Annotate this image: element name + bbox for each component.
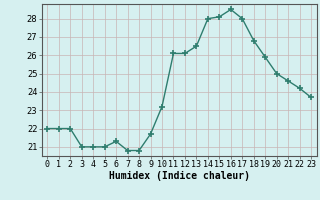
X-axis label: Humidex (Indice chaleur): Humidex (Indice chaleur) [109,171,250,181]
